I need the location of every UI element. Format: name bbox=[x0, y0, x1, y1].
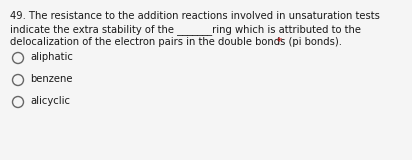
Text: indicate the extra stability of the _______ring which is attributed to the: indicate the extra stability of the ____… bbox=[10, 24, 361, 35]
Text: aliphatic: aliphatic bbox=[30, 52, 73, 63]
Text: 49. The resistance to the addition reactions involved in unsaturation tests: 49. The resistance to the addition react… bbox=[10, 11, 380, 21]
Text: benzene: benzene bbox=[30, 75, 73, 84]
Text: alicyclic: alicyclic bbox=[30, 96, 70, 107]
Text: delocalization of the electron pairs in the double bonds (pi bonds).: delocalization of the electron pairs in … bbox=[10, 37, 342, 47]
Text: *: * bbox=[274, 37, 282, 47]
